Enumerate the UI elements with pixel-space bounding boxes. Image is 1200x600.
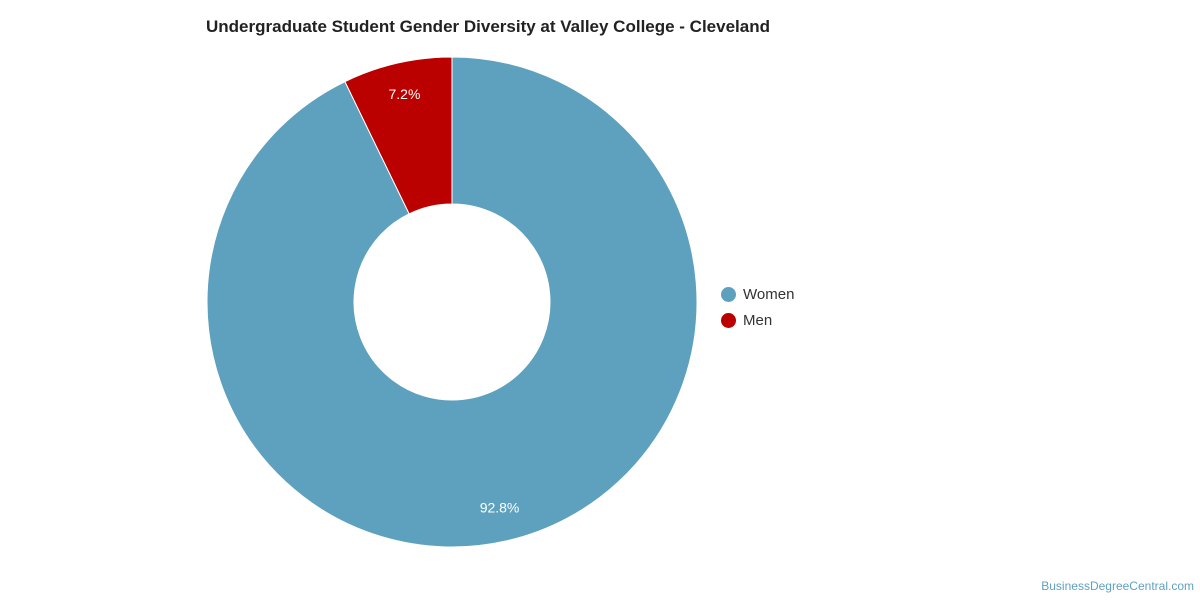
slice-men[interactable] — [344, 56, 453, 215]
chart-legend: Women Men — [721, 281, 794, 333]
chart-title: Undergraduate Student Gender Diversity a… — [206, 17, 770, 36]
legend-item-women[interactable]: Women — [721, 281, 794, 307]
legend-item-men[interactable]: Men — [721, 307, 794, 333]
data-label-men: 7.2% — [388, 86, 420, 102]
legend-label-women: Women — [743, 285, 795, 303]
legend-swatch-women — [721, 286, 736, 302]
data-label-women: 92.8% — [480, 499, 520, 515]
legend-swatch-men — [721, 312, 736, 328]
legend-label-men: Men — [743, 311, 773, 329]
slice-women[interactable] — [206, 56, 698, 548]
source-credit[interactable]: BusinessDegreeCentral.com — [1041, 579, 1194, 593]
